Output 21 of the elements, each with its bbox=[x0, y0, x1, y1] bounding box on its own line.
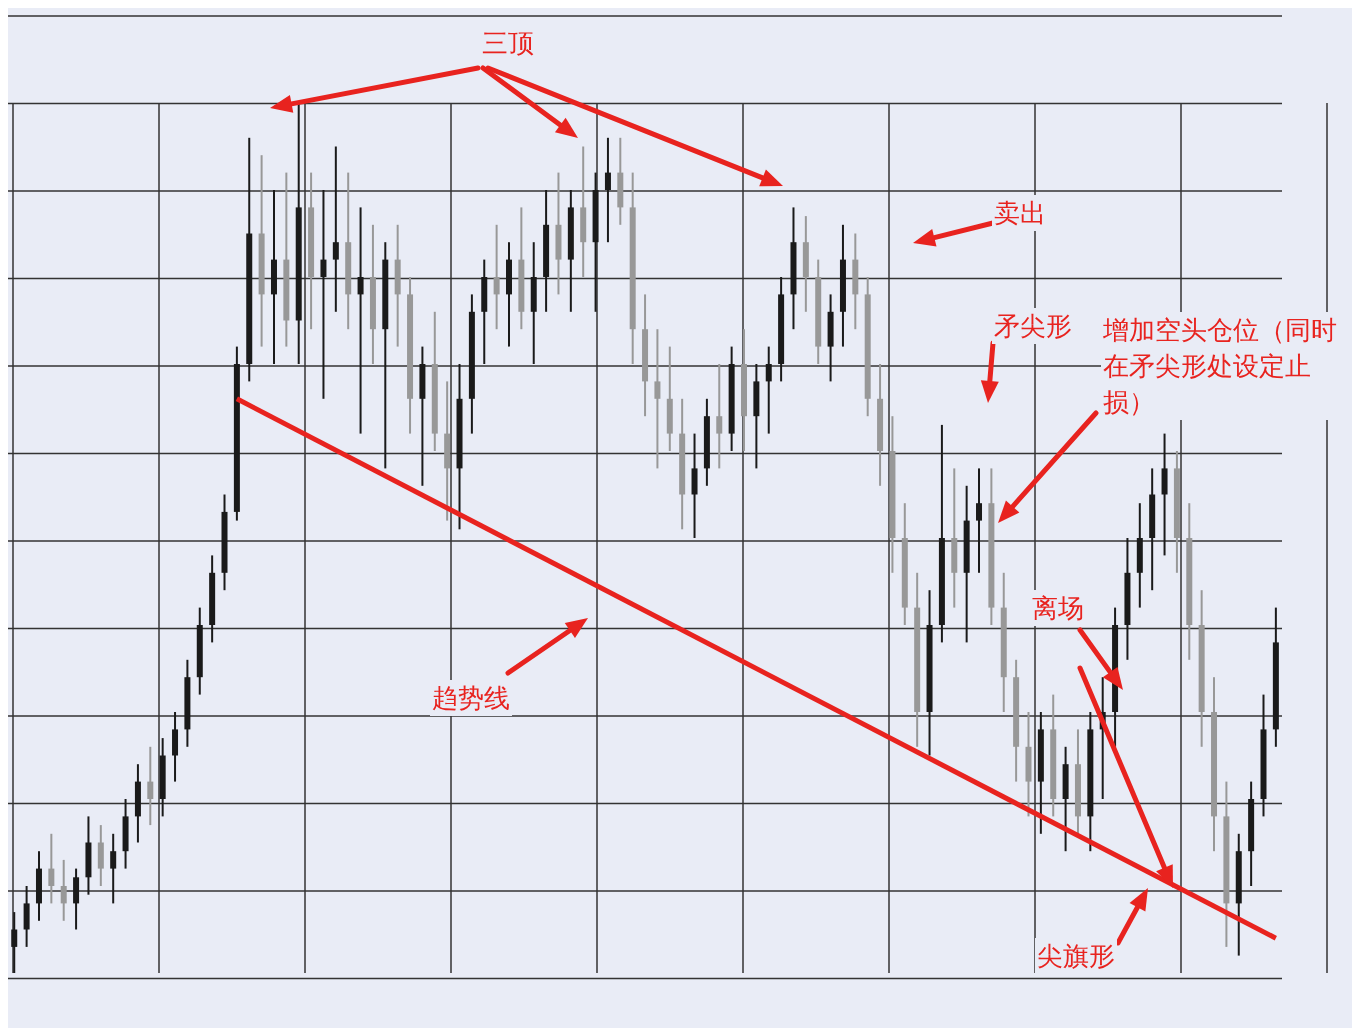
candlestick bbox=[110, 832, 117, 905]
candlestick bbox=[493, 223, 500, 331]
candlestick bbox=[716, 363, 723, 470]
candlestick bbox=[765, 345, 772, 435]
candlestick bbox=[604, 136, 611, 244]
candlestick bbox=[147, 745, 154, 827]
annotation: 增加空头仓位（同时在矛尖形处设定止损） bbox=[1101, 312, 1345, 420]
candlestick bbox=[332, 145, 339, 313]
candlestick bbox=[320, 189, 327, 400]
annotation: 卖出 bbox=[992, 195, 1048, 231]
annotation: 趋势线 bbox=[430, 680, 512, 716]
candlestick bbox=[60, 858, 67, 922]
annotation: 离场 bbox=[1030, 590, 1086, 626]
candlestick bbox=[654, 328, 661, 470]
candlestick bbox=[48, 832, 55, 905]
candlestick bbox=[357, 206, 364, 435]
annotation: 尖旗形 bbox=[1035, 938, 1117, 974]
annotation: 矛尖形 bbox=[992, 308, 1074, 344]
candlestick bbox=[11, 911, 18, 973]
text: 三顶 bbox=[480, 25, 536, 61]
candlestick bbox=[976, 467, 983, 574]
